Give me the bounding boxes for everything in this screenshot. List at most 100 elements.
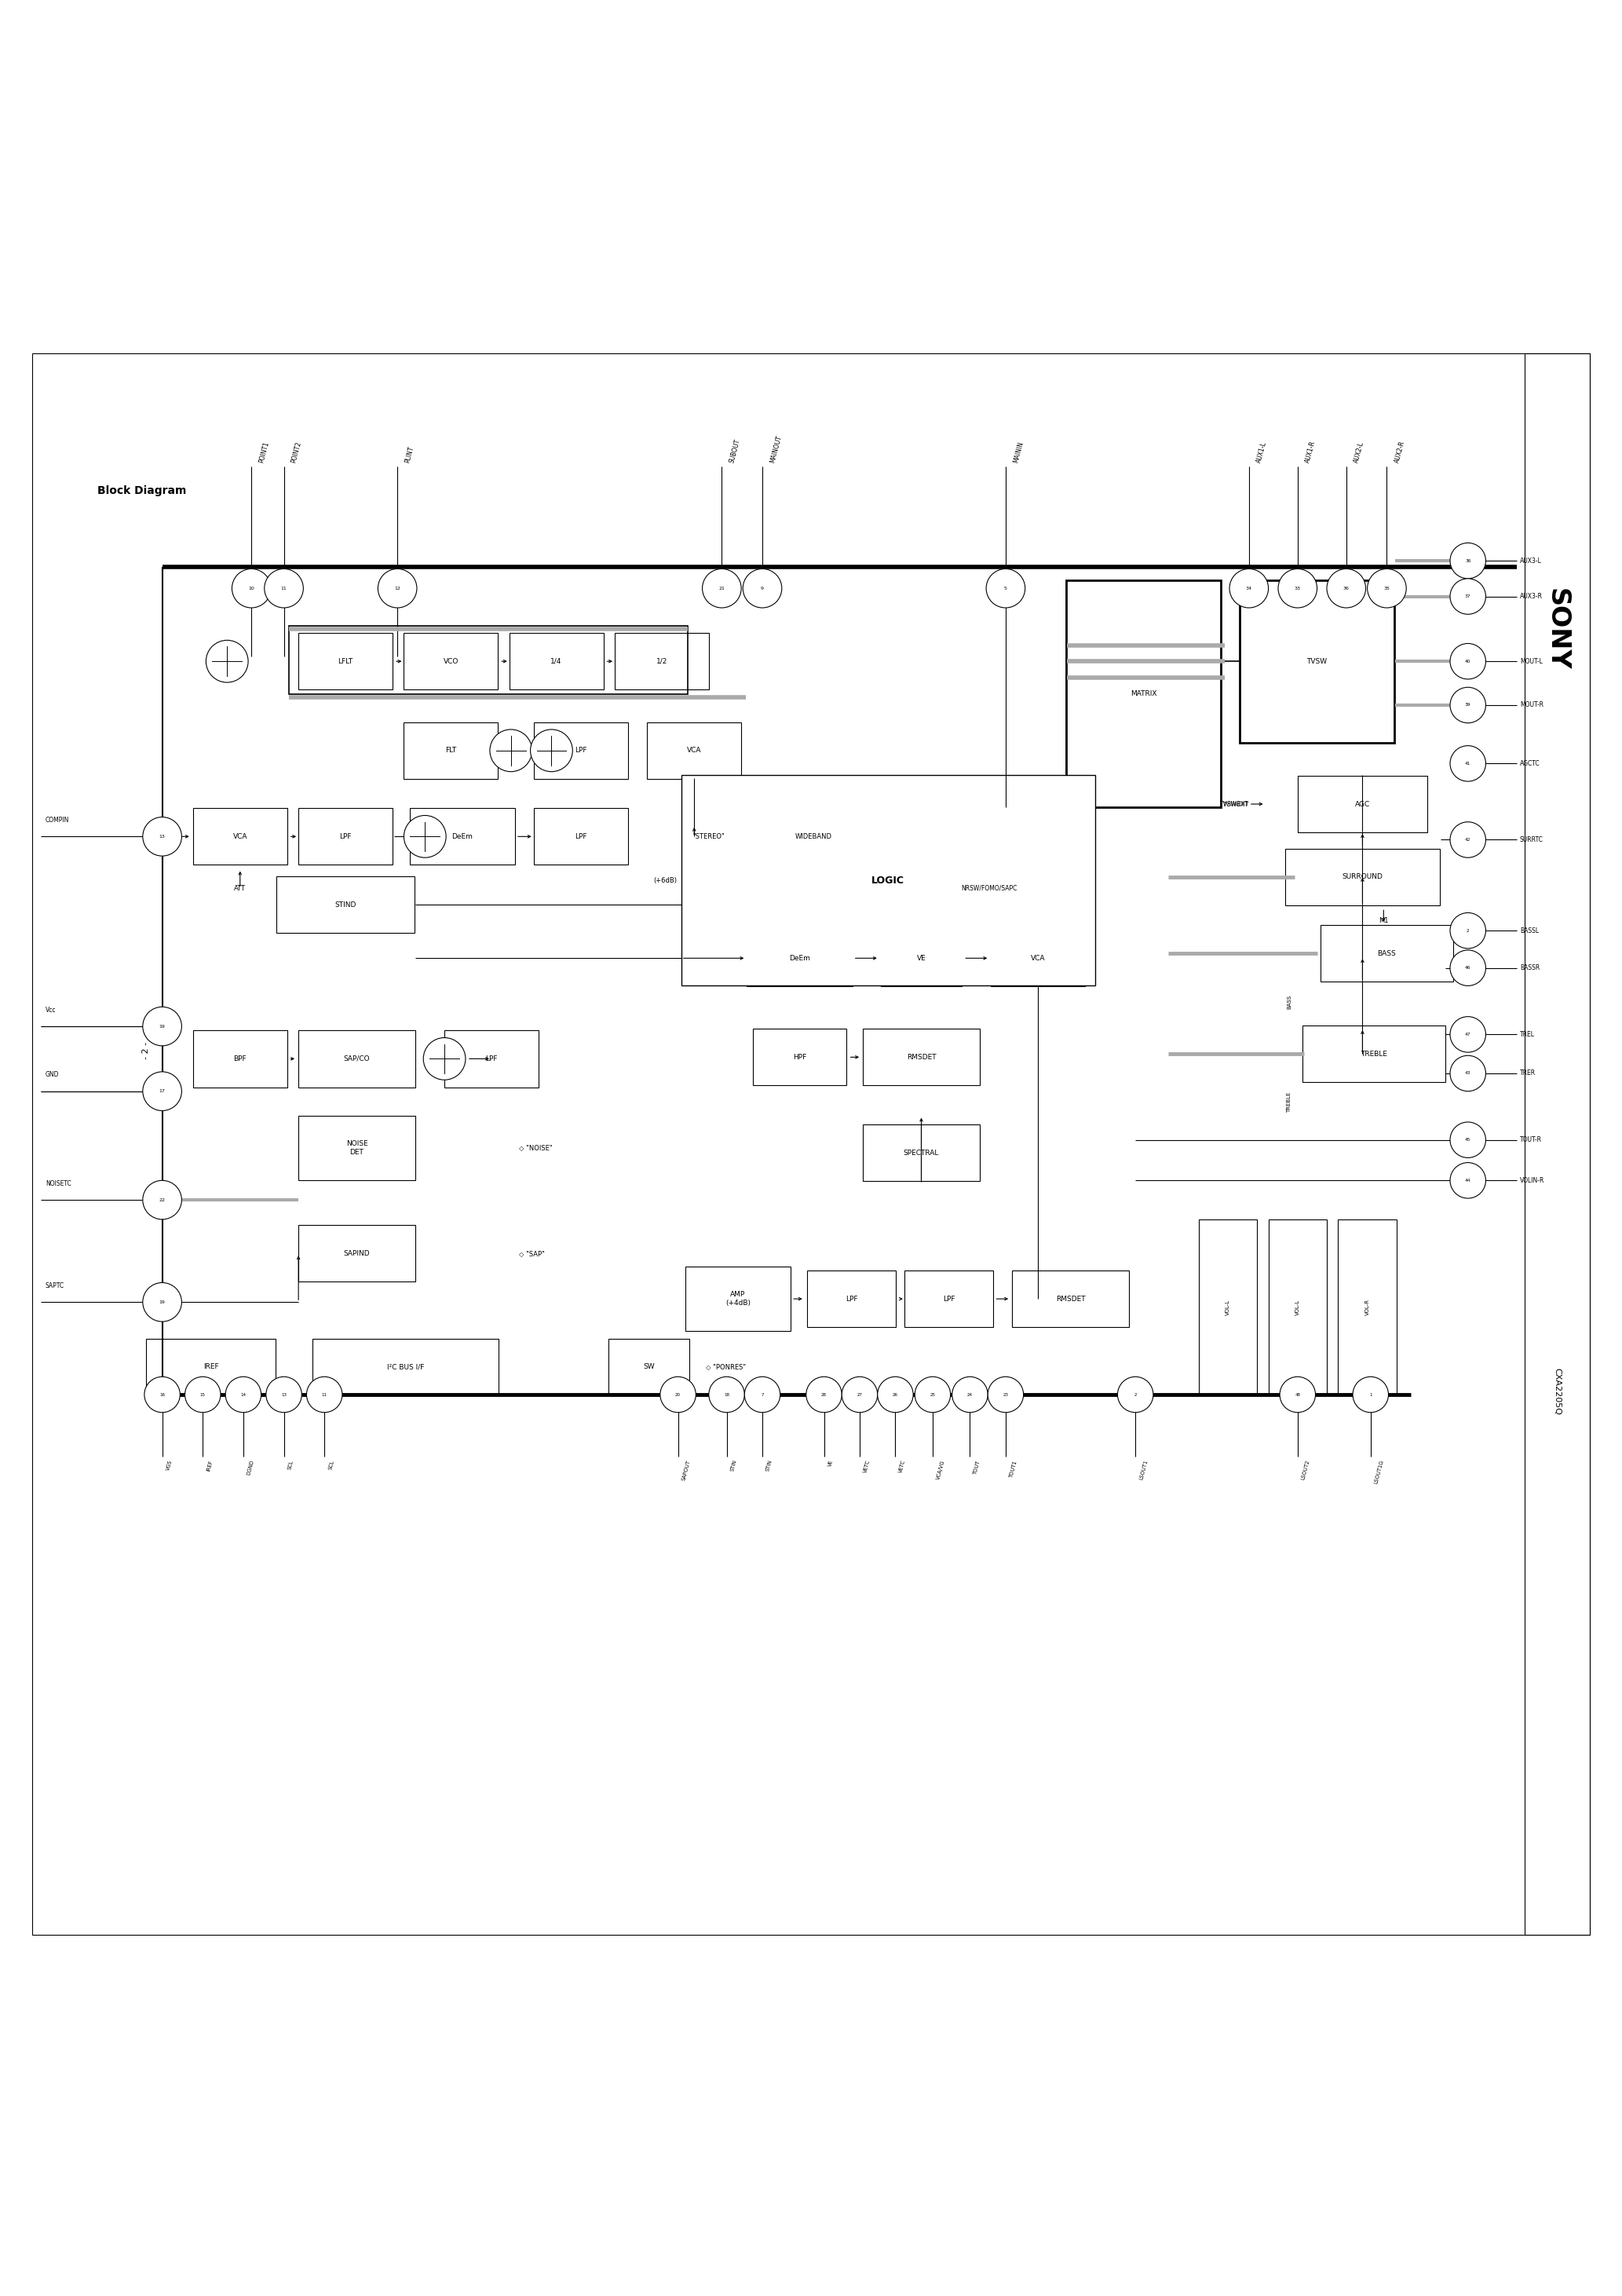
Bar <box>276 877 415 932</box>
Text: 22: 22 <box>159 1199 165 1201</box>
Text: 20: 20 <box>675 1394 681 1396</box>
Text: 11: 11 <box>321 1394 328 1396</box>
Text: COMPIN: COMPIN <box>45 817 70 824</box>
Bar <box>193 1031 287 1088</box>
Text: 1/2: 1/2 <box>657 657 667 666</box>
Text: MOUT-L: MOUT-L <box>1520 657 1543 666</box>
Text: LPF: LPF <box>485 1056 498 1063</box>
Circle shape <box>1118 1378 1153 1412</box>
Text: 10: 10 <box>248 585 255 590</box>
Bar <box>684 1267 792 1332</box>
Text: VOL-L: VOL-L <box>1296 1300 1299 1316</box>
Circle shape <box>1450 1162 1486 1199</box>
Text: 33: 33 <box>1294 585 1301 590</box>
Bar <box>1302 1026 1445 1081</box>
Text: TREL: TREL <box>1520 1031 1534 1038</box>
Circle shape <box>743 569 782 608</box>
Text: 23: 23 <box>1002 1394 1009 1396</box>
Text: LSOUT2: LSOUT2 <box>1301 1460 1311 1481</box>
Bar <box>991 930 1085 987</box>
Text: MATRIX: MATRIX <box>1131 691 1156 698</box>
Bar <box>905 1270 994 1327</box>
Circle shape <box>878 1378 913 1412</box>
Text: PLINT: PLINT <box>404 445 415 464</box>
Circle shape <box>986 569 1025 608</box>
Text: TREBLE: TREBLE <box>1361 1049 1387 1058</box>
Text: RMSDET: RMSDET <box>907 1054 936 1061</box>
Text: SURRTC: SURRTC <box>1520 836 1543 843</box>
Text: 2: 2 <box>1466 928 1470 932</box>
Circle shape <box>1327 569 1366 608</box>
Text: 19: 19 <box>159 1300 165 1304</box>
Text: ATT: ATT <box>234 884 247 891</box>
Text: TREBLE: TREBLE <box>1288 1093 1291 1114</box>
Bar <box>881 930 962 987</box>
Bar <box>681 774 1095 985</box>
Text: 41: 41 <box>1465 762 1471 765</box>
Circle shape <box>1450 1017 1486 1052</box>
Circle shape <box>143 1180 182 1219</box>
Bar <box>444 1031 539 1088</box>
Bar <box>863 1029 980 1086</box>
Text: TOUT: TOUT <box>973 1460 981 1474</box>
Text: SONY: SONY <box>1544 588 1570 670</box>
Text: ◇ "SAP": ◇ "SAP" <box>519 1249 545 1256</box>
Bar <box>808 1270 895 1327</box>
Text: VETC: VETC <box>899 1460 907 1474</box>
Text: LSOUT1G: LSOUT1G <box>1374 1460 1385 1486</box>
Text: AUX3-L: AUX3-L <box>1520 558 1541 565</box>
Text: 9: 9 <box>761 585 764 590</box>
Text: 12: 12 <box>394 585 401 590</box>
Text: LSOUT1: LSOUT1 <box>1139 1460 1148 1481</box>
Text: NRSW/FOMO/SAPC: NRSW/FOMO/SAPC <box>962 884 1017 891</box>
Circle shape <box>264 569 303 608</box>
Text: VGS: VGS <box>165 1460 174 1472</box>
Circle shape <box>232 569 271 608</box>
Text: NOISE
DET: NOISE DET <box>345 1141 368 1155</box>
Text: SW: SW <box>642 1364 655 1371</box>
Bar <box>409 808 514 866</box>
Circle shape <box>1450 1123 1486 1157</box>
Bar <box>753 1029 847 1086</box>
Text: 26: 26 <box>892 1394 899 1396</box>
Circle shape <box>952 1378 988 1412</box>
Text: MOUT-R: MOUT-R <box>1520 703 1544 709</box>
Bar <box>1525 354 1590 1936</box>
Bar <box>193 808 287 866</box>
Text: 43: 43 <box>1465 1072 1471 1075</box>
Text: LOGIC: LOGIC <box>871 875 905 886</box>
Text: 28: 28 <box>821 1394 827 1396</box>
Text: SCL: SCL <box>287 1460 294 1469</box>
Text: 24: 24 <box>967 1394 973 1396</box>
Circle shape <box>1280 1378 1315 1412</box>
Bar <box>1286 850 1440 905</box>
Circle shape <box>744 1378 780 1412</box>
Circle shape <box>1450 914 1486 948</box>
Text: M1: M1 <box>1379 918 1388 925</box>
Text: 17: 17 <box>159 1088 165 1093</box>
Text: 13: 13 <box>159 833 165 838</box>
Text: CXA2205Q: CXA2205Q <box>1554 1368 1560 1414</box>
Text: SPECTRAL: SPECTRAL <box>903 1150 939 1157</box>
Text: SAPIND: SAPIND <box>344 1249 370 1256</box>
Bar <box>1012 1270 1129 1327</box>
Text: POINT2: POINT2 <box>290 441 303 464</box>
Text: TVSWEXT: TVSWEXT <box>1220 801 1249 808</box>
Bar <box>1268 1219 1327 1394</box>
Text: LPF: LPF <box>574 833 587 840</box>
Text: DeEm: DeEm <box>788 955 811 962</box>
Bar <box>1338 1219 1397 1394</box>
Bar <box>534 723 628 778</box>
Bar <box>298 808 393 866</box>
Text: 21: 21 <box>719 585 725 590</box>
Text: STIN: STIN <box>730 1460 738 1472</box>
Text: AGCTC: AGCTC <box>1520 760 1539 767</box>
Text: 34: 34 <box>1246 585 1252 590</box>
Text: ◇ "PONRES": ◇ "PONRES" <box>706 1364 746 1371</box>
Bar <box>509 634 603 689</box>
Text: (+6dB): (+6dB) <box>654 877 676 884</box>
Bar <box>298 634 393 689</box>
Circle shape <box>404 815 446 859</box>
Text: VCA: VCA <box>1032 955 1045 962</box>
Text: SUBOUT: SUBOUT <box>728 439 741 464</box>
